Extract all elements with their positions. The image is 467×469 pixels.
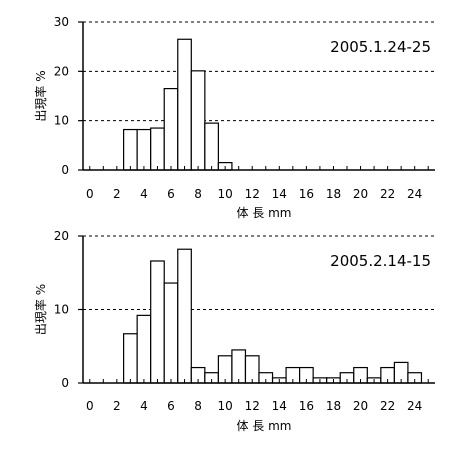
panel-1-bar	[123, 128, 138, 171]
panel-1-x-tick-label: 0	[86, 187, 94, 201]
panel-1-x-tick-label: 24	[407, 187, 422, 201]
panel-2-bar	[163, 282, 179, 384]
panel-1-x-tick-label: 4	[140, 187, 148, 201]
panel-2-x-tick-label: 8	[194, 399, 202, 413]
panel-2-x-tick-label: 14	[272, 399, 287, 413]
panel-1-y-axis-title: 出現率 %	[33, 70, 48, 121]
panel-2-bar	[150, 260, 165, 384]
panel-1-bar	[136, 128, 152, 171]
panel-1-x-tick-label: 8	[194, 187, 202, 201]
panel-1-x-tick-label: 14	[272, 187, 287, 201]
panel-2-bar	[136, 314, 152, 384]
panel-2-y-tick-label: 10	[54, 303, 69, 317]
panel-1-y-tick-label: 30	[54, 15, 69, 29]
panel-1-y-tick-label: 20	[54, 64, 69, 78]
panel-1-x-tick-label: 16	[299, 187, 314, 201]
panel-2-bar	[217, 355, 233, 384]
panel-2-x-tick-label: 22	[380, 399, 395, 413]
panel-1-bar	[204, 122, 219, 171]
panel-1-y-tick-label: 0	[61, 163, 69, 177]
panel-2-x-tick-label: 4	[140, 399, 148, 413]
panel-1-bar	[190, 70, 206, 171]
panel-2-bar	[177, 248, 192, 384]
panel-1-date-annotation: 2005.1.24-25	[330, 38, 431, 56]
panel-2-y-tick-label: 20	[54, 229, 69, 243]
panel-1-y-tick-label: 10	[54, 114, 69, 128]
panel-1-x-tick-label: 20	[353, 187, 368, 201]
panel-2-x-tick-label: 6	[167, 399, 175, 413]
panel-2-x-tick-label: 18	[326, 399, 341, 413]
panel-2-y-tick-label: 0	[61, 376, 69, 390]
panel-1-x-tick-label: 12	[245, 187, 260, 201]
panel-1-x-tick-label: 6	[167, 187, 175, 201]
panel-1-bar	[177, 38, 192, 171]
panel-2-x-axis-title: 体 長 mm	[236, 419, 291, 433]
panel-1-x-tick-label: 18	[326, 187, 341, 201]
panel-2-bar	[244, 355, 260, 384]
panel-2-x-tick-label: 16	[299, 399, 314, 413]
panel-2-x-tick-label: 24	[407, 399, 422, 413]
panel-2-x-tick-label: 0	[86, 399, 94, 413]
panel-2-x-tick-label: 2	[113, 399, 121, 413]
panel-2-x-tick-label: 10	[218, 399, 233, 413]
panel-1-bar	[163, 87, 179, 171]
panel-1-x-axis-title: 体 長 mm	[236, 206, 291, 220]
panel-1-x-tick-label: 10	[218, 187, 233, 201]
panel-1-x-tick-label: 22	[380, 187, 395, 201]
panel-2-y-axis-title: 出現率 %	[33, 284, 48, 335]
panel-2-date-annotation: 2005.2.14-15	[330, 252, 431, 270]
panel-2-x-tick-label: 20	[353, 399, 368, 413]
panel-1-x-tick-label: 2	[113, 187, 121, 201]
panel-2-bar	[123, 333, 138, 384]
panel-2-x-tick-label: 12	[245, 399, 260, 413]
panel-1-bar	[150, 127, 165, 171]
panel-2-bar	[231, 349, 247, 384]
